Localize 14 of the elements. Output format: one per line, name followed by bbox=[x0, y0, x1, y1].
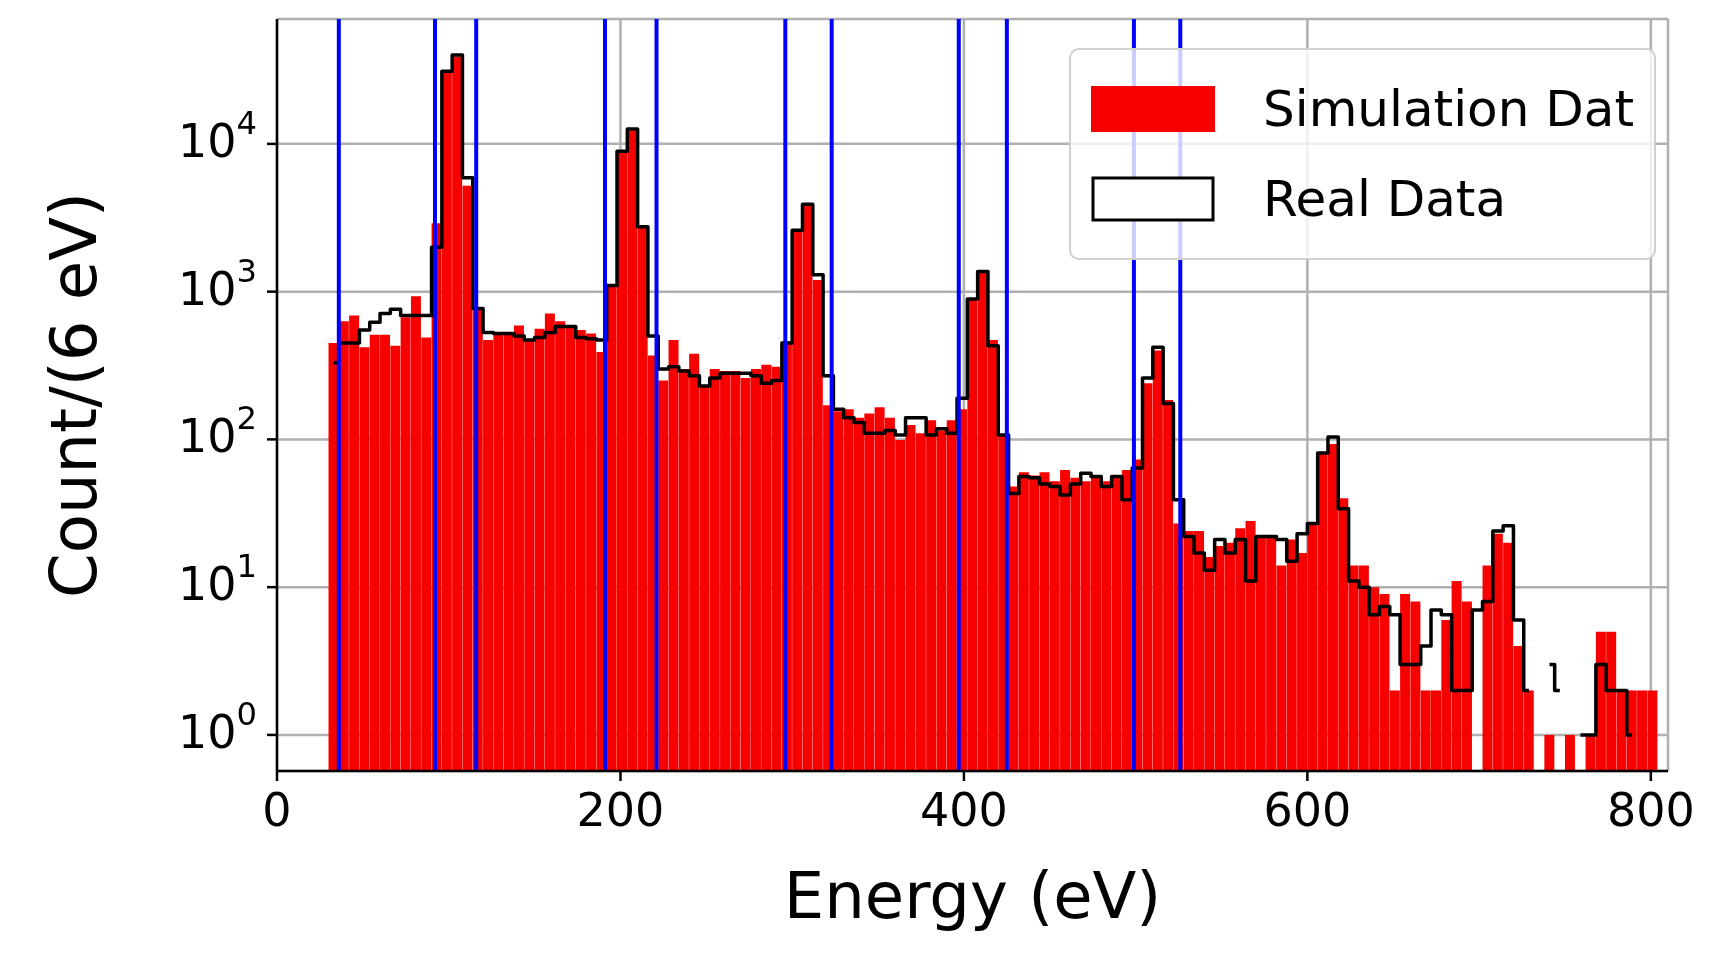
y-tick-label: 10$^{2}$ bbox=[177, 399, 257, 463]
x-tick-label: 200 bbox=[576, 782, 665, 837]
x-tick-label: 800 bbox=[1606, 782, 1695, 837]
x-axis-title: Energy (eV) bbox=[783, 859, 1162, 933]
y-axis-title: Count/(6 eV) bbox=[36, 192, 111, 598]
x-tick-label: 400 bbox=[920, 782, 1008, 837]
y-tick-label: 10$^{0}$ bbox=[177, 694, 257, 759]
legend-label: Real Data bbox=[1263, 170, 1507, 228]
x-tick-label: 600 bbox=[1263, 782, 1352, 837]
y-tick-label: 10$^{1}$ bbox=[177, 547, 257, 611]
legend-label: Simulation Dat bbox=[1263, 80, 1634, 138]
y-tick-label: 10$^{3}$ bbox=[177, 251, 257, 316]
y-tick-label: 10$^{4}$ bbox=[177, 103, 257, 168]
x-tick-label: 0 bbox=[262, 782, 292, 837]
